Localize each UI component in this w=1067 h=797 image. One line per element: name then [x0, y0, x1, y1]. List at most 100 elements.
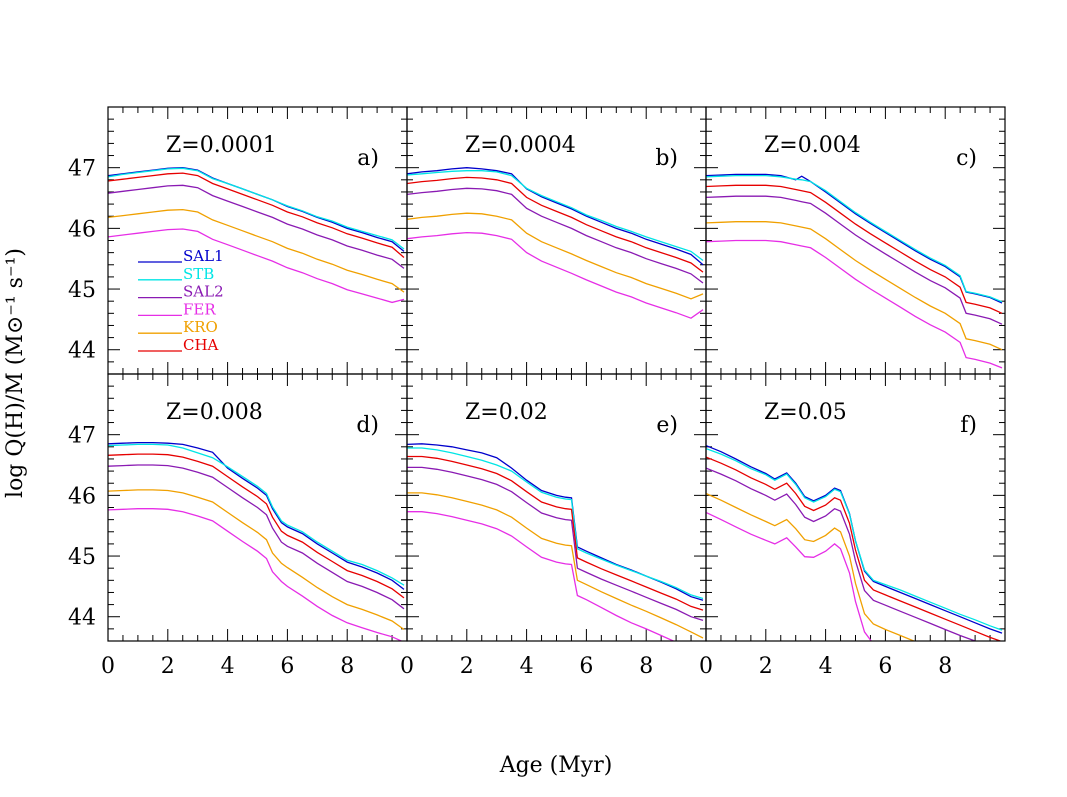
x-tick-label: 0	[400, 654, 414, 679]
series-line-stb	[407, 170, 704, 262]
panel-letter: a)	[357, 146, 379, 171]
x-tick-label: 2	[759, 654, 773, 679]
x-tick-label: 2	[460, 654, 474, 679]
series-line-fer	[108, 508, 403, 641]
x-tick-label: 4	[520, 654, 534, 679]
series-line-sal2	[407, 466, 704, 622]
series-line-fer	[706, 239, 1003, 369]
series-group	[706, 444, 1003, 641]
series-line-kro	[407, 492, 704, 639]
y-tick-label: 47	[68, 424, 96, 449]
panel-title: Z=0.05	[764, 400, 847, 425]
series-line-sal2	[706, 195, 1003, 325]
series-line-cha	[108, 172, 405, 258]
panel-f: Z=0.05 f) 0 2 4 6 8	[699, 373, 1006, 679]
series-group	[108, 441, 405, 641]
series-line-sal2	[706, 467, 977, 641]
series-line-sal1	[407, 443, 704, 601]
x-tick-label: 4	[221, 654, 235, 679]
series-line-stb	[108, 443, 405, 586]
series-line-sal1	[108, 167, 405, 252]
series-line-kro	[706, 221, 1003, 351]
series-line-sal1	[706, 173, 1003, 304]
series-line-sal2	[108, 184, 405, 269]
series-line-cha	[706, 456, 1003, 641]
panel-title: Z=0.0004	[465, 133, 576, 158]
series-line-stb	[407, 447, 704, 600]
y-tick-label: 44	[68, 606, 96, 631]
x-tick-label: 4	[819, 654, 833, 679]
series-line-sal1	[706, 444, 1003, 634]
series-line-sal1	[108, 441, 405, 590]
panel-title: Z=0.0001	[166, 133, 277, 158]
x-axis-label: Age (Myr)	[499, 753, 613, 778]
panel-title: Z=0.02	[465, 400, 548, 425]
x-tick-label: 6	[878, 654, 892, 679]
series-line-kro	[108, 489, 405, 631]
y-tick-label: 46	[68, 484, 96, 509]
legend-item-kro: KRO	[138, 318, 218, 336]
legend-item-fer: FER	[138, 300, 216, 318]
panel-letter: b)	[655, 146, 678, 171]
series-line-fer	[407, 231, 704, 319]
series-line-fer	[706, 511, 873, 641]
panel-title: Z=0.004	[764, 133, 861, 158]
series-group	[407, 443, 704, 641]
x-tick-label: 0	[699, 654, 713, 679]
series-line-kro	[108, 208, 405, 293]
series-line-kro	[706, 492, 916, 641]
y-tick-label: 47	[68, 157, 96, 182]
legend-item-stb: STB	[138, 265, 214, 283]
series-line-kro	[407, 212, 704, 300]
panel-e: Z=0.02 e) 0 2 4 6 8	[400, 373, 707, 679]
legend-item-cha: CHA	[138, 336, 219, 354]
y-tick-label: 44	[68, 339, 96, 364]
legend-label: SAL2	[183, 283, 224, 301]
axis-frame	[705, 373, 1006, 642]
x-tick-label: 6	[280, 654, 294, 679]
series-line-cha	[407, 455, 704, 611]
panel-a: Z=0.0001 a) 44 45 46 47	[68, 106, 408, 375]
legend-item-sal2: SAL2	[138, 283, 224, 301]
series-line-fer	[108, 228, 405, 304]
series-group	[407, 167, 704, 319]
panel-letter: d)	[356, 413, 379, 438]
legend-item-sal1: SAL1	[138, 247, 224, 265]
series-line-stb	[706, 447, 1003, 631]
x-tick-label: 8	[938, 654, 952, 679]
series-line-stb	[108, 167, 405, 250]
y-tick-label: 46	[68, 217, 96, 242]
legend-label: STB	[183, 265, 214, 283]
x-tick-label: 8	[639, 654, 653, 679]
y-tick-label: 45	[68, 545, 96, 570]
x-tick-label: 0	[101, 654, 115, 679]
series-group	[108, 167, 405, 304]
y-tick-label: 45	[68, 278, 96, 303]
panel-title: Z=0.008	[166, 400, 263, 425]
panels-group: Z=0.0001a)44454647Z=0.0004b)Z=0.004c)Z=0…	[68, 106, 1006, 679]
y-axis-label: log Q(H)/M (M⊙⁻¹ s⁻¹)	[3, 248, 28, 498]
panel-c: Z=0.004 c)	[705, 106, 1006, 375]
legend-label: KRO	[183, 318, 218, 336]
legend-label: SAL1	[183, 247, 224, 265]
series-line-stb	[706, 174, 1003, 303]
series-line-cha	[108, 453, 405, 599]
series-line-fer	[407, 511, 676, 641]
panel-letter: e)	[656, 413, 678, 438]
series-line-sal2	[407, 187, 704, 284]
series-line-cha	[706, 184, 1003, 314]
panel-letter: c)	[956, 146, 977, 171]
x-tick-label: 6	[579, 654, 593, 679]
series-line-cha	[407, 176, 704, 273]
series-line-sal2	[108, 464, 405, 610]
x-tick-label: 2	[161, 654, 175, 679]
panel-b: Z=0.0004 b)	[406, 106, 707, 375]
panel-letter: f)	[960, 413, 977, 438]
series-line-sal1	[407, 167, 704, 266]
legend-label: CHA	[183, 336, 219, 354]
x-tick-label: 8	[340, 654, 354, 679]
series-group	[706, 173, 1003, 369]
